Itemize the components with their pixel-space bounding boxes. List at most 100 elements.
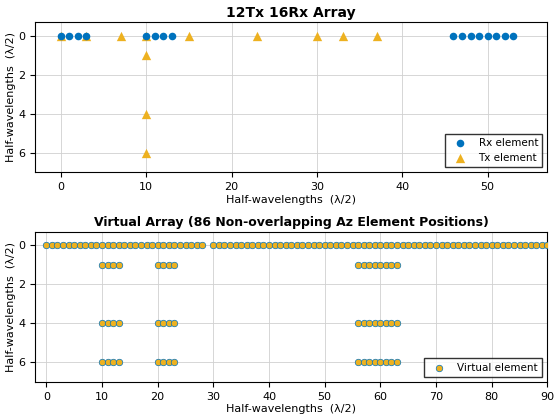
Virtual element [398, 242, 407, 249]
Virtual element [332, 242, 340, 249]
Rx element [466, 32, 475, 39]
Virtual element [97, 242, 106, 249]
Tx element [338, 32, 347, 39]
Tx element [82, 32, 91, 39]
Rx element [483, 32, 492, 39]
Virtual element [387, 359, 396, 366]
Virtual element [175, 242, 184, 249]
Virtual element [376, 242, 385, 249]
Virtual element [276, 242, 284, 249]
Virtual element [170, 261, 179, 268]
Virtual element [370, 242, 379, 249]
Virtual element [476, 242, 485, 249]
Virtual element [376, 261, 385, 268]
Virtual element [158, 320, 167, 327]
Virtual element [158, 242, 167, 249]
Virtual element [103, 320, 112, 327]
Virtual element [515, 242, 524, 249]
Virtual element [365, 320, 374, 327]
Virtual element [158, 359, 167, 366]
Rx element [82, 32, 91, 39]
Virtual element [465, 242, 474, 249]
Virtual element [487, 242, 496, 249]
Virtual element [376, 320, 385, 327]
Virtual element [365, 261, 374, 268]
Virtual element [48, 242, 57, 249]
Virtual element [415, 242, 424, 249]
Virtual element [153, 242, 162, 249]
Virtual element [381, 320, 390, 327]
Virtual element [298, 242, 307, 249]
Virtual element [387, 320, 396, 327]
Virtual element [153, 261, 162, 268]
Virtual element [209, 242, 218, 249]
Virtual element [114, 359, 123, 366]
Virtual element [443, 242, 452, 249]
Virtual element [270, 242, 279, 249]
Virtual element [421, 242, 430, 249]
Tx element [116, 32, 125, 39]
Virtual element [97, 359, 106, 366]
Tx element [142, 150, 151, 156]
Y-axis label: Half-wavelengths  (λ/2): Half-wavelengths (λ/2) [6, 32, 16, 162]
Rx element [150, 32, 159, 39]
Virtual element [153, 359, 162, 366]
Virtual element [148, 242, 157, 249]
Rx element [492, 32, 501, 39]
Virtual element [114, 261, 123, 268]
Virtual element [353, 261, 362, 268]
Virtual element [370, 261, 379, 268]
Virtual element [448, 242, 457, 249]
Virtual element [164, 320, 173, 327]
Virtual element [370, 359, 379, 366]
Virtual element [454, 242, 463, 249]
Virtual element [153, 320, 162, 327]
Virtual element [109, 359, 118, 366]
Virtual element [109, 261, 118, 268]
Virtual element [75, 242, 84, 249]
Virtual element [92, 242, 101, 249]
Virtual element [393, 242, 402, 249]
Virtual element [432, 242, 441, 249]
Virtual element [242, 242, 251, 249]
Virtual element [114, 320, 123, 327]
Virtual element [343, 242, 352, 249]
Virtual element [393, 320, 402, 327]
Virtual element [114, 242, 123, 249]
Rx element [500, 32, 509, 39]
Virtual element [231, 242, 240, 249]
Virtual element [248, 242, 257, 249]
Virtual element [226, 242, 235, 249]
Virtual element [359, 242, 368, 249]
Virtual element [315, 242, 324, 249]
Virtual element [237, 242, 246, 249]
Virtual element [259, 242, 268, 249]
Virtual element [521, 242, 530, 249]
Virtual element [137, 242, 146, 249]
Virtual element [543, 242, 552, 249]
Virtual element [214, 242, 223, 249]
Legend: Rx element, Tx element: Rx element, Tx element [445, 134, 542, 167]
Virtual element [309, 242, 318, 249]
Virtual element [393, 359, 402, 366]
Tx element [184, 32, 193, 39]
Virtual element [359, 261, 368, 268]
Tx element [142, 52, 151, 59]
Virtual element [337, 242, 346, 249]
Virtual element [498, 242, 507, 249]
Virtual element [164, 242, 173, 249]
Virtual element [109, 242, 118, 249]
Rx element [458, 32, 466, 39]
Title: Virtual Array (86 Non-overlapping Az Element Positions): Virtual Array (86 Non-overlapping Az Ele… [94, 216, 489, 229]
Virtual element [348, 242, 357, 249]
Virtual element [459, 242, 468, 249]
Virtual element [64, 242, 73, 249]
Virtual element [320, 242, 329, 249]
Virtual element [170, 359, 179, 366]
Virtual element [59, 242, 68, 249]
Rx element [65, 32, 74, 39]
Virtual element [353, 320, 362, 327]
X-axis label: Half-wavelengths  (λ/2): Half-wavelengths (λ/2) [226, 404, 356, 415]
Virtual element [109, 320, 118, 327]
Virtual element [365, 359, 374, 366]
